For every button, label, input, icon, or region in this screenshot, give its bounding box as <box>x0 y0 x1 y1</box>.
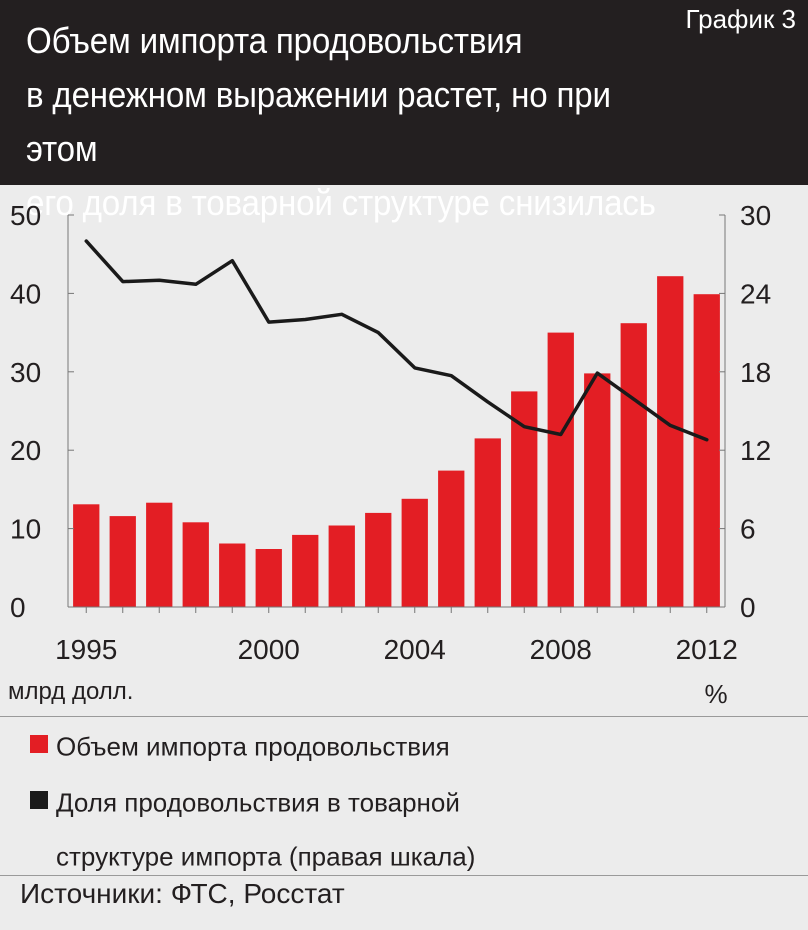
bars-layer <box>73 276 720 607</box>
axes-layer <box>67 214 726 613</box>
bar-1998 <box>182 522 209 607</box>
legend-item-line: Доля продовольствия в товарной <box>30 786 460 819</box>
legend-label-line-1: Доля продовольствия в товарной <box>56 787 460 818</box>
right-tick-label-24: 24 <box>740 278 771 309</box>
legend-divider-top <box>0 716 808 717</box>
legend-label-line-2: структуре импорта (правая шкала) <box>56 841 476 872</box>
bar-2010 <box>620 323 647 607</box>
chart-title: Объем импорта продовольствия в денежном … <box>26 14 688 230</box>
left-tick-label-50: 50 <box>10 200 41 231</box>
right-tick-label-0: 0 <box>740 592 756 623</box>
right-tick-label-6: 6 <box>740 514 756 545</box>
source-note: Источники: ФТС, Росстат <box>20 878 345 909</box>
bar-2004 <box>401 498 428 607</box>
right-tick-label-18: 18 <box>740 357 771 388</box>
bar-1999 <box>219 543 246 607</box>
legend-swatch-bars <box>30 735 48 754</box>
x-tick-label-2004: 2004 <box>384 634 446 665</box>
legend-item-bars: Объем импорта продовольствия <box>30 730 450 763</box>
left-tick-label-40: 40 <box>10 278 41 309</box>
left-tick-label-10: 10 <box>10 514 41 545</box>
bar-2008 <box>547 332 574 607</box>
bar-2002 <box>328 525 355 607</box>
legend-swatch-line <box>30 791 48 810</box>
legend-label-bars: Объем импорта продовольствия <box>56 731 450 762</box>
x-tick-label-1995: 1995 <box>55 634 117 665</box>
plot-area: 0 10 20 30 40 50 0 6 12 18 24 30 1995 2000 2004 2008 201… <box>8 200 771 709</box>
legend-item-line-cont: структуре импорта (правая шкала) <box>56 840 475 873</box>
bar-2012 <box>693 294 720 607</box>
chart-header: Объем импорта продовольствия в денежном … <box>0 0 808 223</box>
title-line-3: его доля в товарной структуре снизилась <box>26 182 656 223</box>
bar-1995 <box>73 504 100 607</box>
bar-2003 <box>365 512 392 607</box>
right-tick-label-30: 30 <box>740 200 771 231</box>
right-unit-label: % <box>704 679 727 709</box>
bar-2005 <box>438 470 465 607</box>
x-tick-label-2008: 2008 <box>530 634 592 665</box>
right-tick-label-12: 12 <box>740 435 771 466</box>
bar-2001 <box>292 534 319 607</box>
source-divider <box>0 875 808 876</box>
x-tick-label-2000: 2000 <box>238 634 300 665</box>
bar-1996 <box>109 516 136 607</box>
share-line <box>84 239 709 442</box>
title-line-1: Объем импорта продовольствия <box>26 20 523 61</box>
title-line-2: в денежном выражении растет, но при этом <box>26 74 611 169</box>
line-layer <box>84 239 709 442</box>
bar-1997 <box>146 502 173 607</box>
x-tick-label-2012: 2012 <box>676 634 738 665</box>
bar-2000 <box>255 549 282 607</box>
bar-2011 <box>657 276 684 607</box>
bar-2007 <box>511 391 538 607</box>
left-tick-label-30: 30 <box>10 357 41 388</box>
left-unit-label: млрд долл. <box>8 678 133 705</box>
bar-2006 <box>474 438 501 607</box>
labels-layer: 0 10 20 30 40 50 0 6 12 18 24 30 1995 2000 2004 2008 201… <box>8 200 771 709</box>
left-tick-label-20: 20 <box>10 435 41 466</box>
chart-number-tag: График 3 <box>685 4 796 34</box>
bar-2009 <box>584 373 611 607</box>
left-tick-label-0: 0 <box>10 592 26 623</box>
